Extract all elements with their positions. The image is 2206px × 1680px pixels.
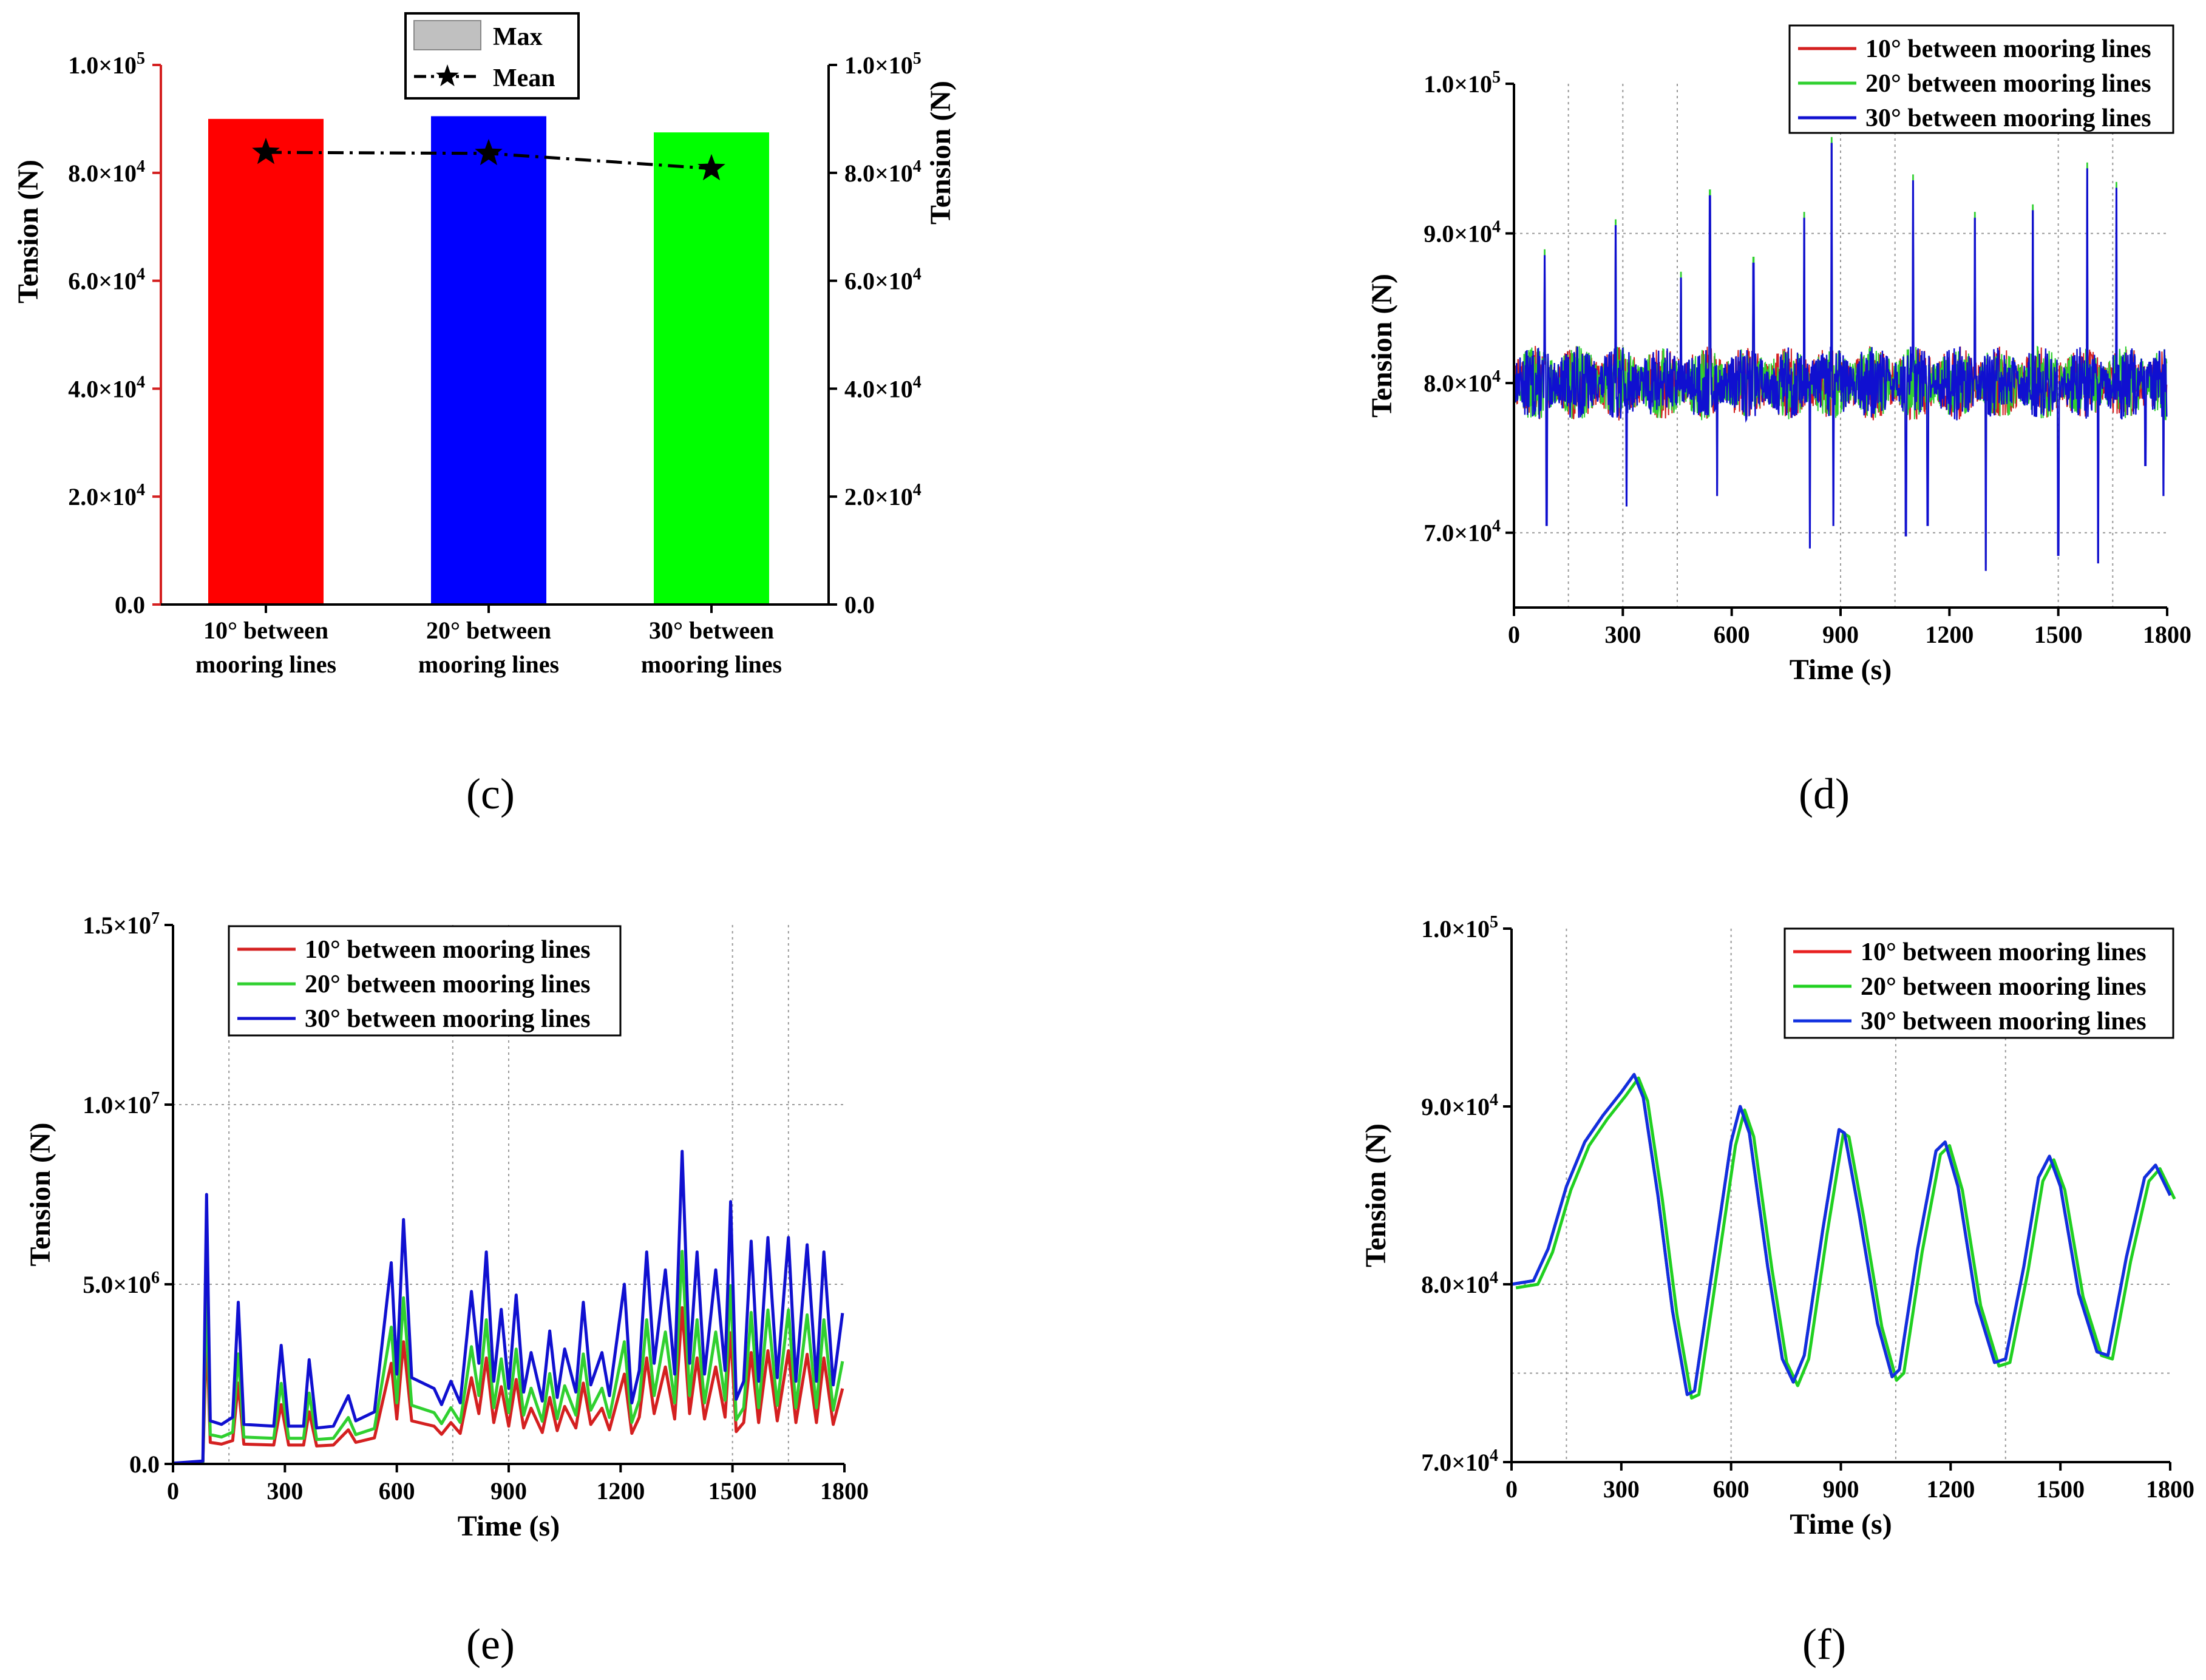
left-tick-label: 1.0×105 — [68, 49, 145, 79]
legend-mean-label: Mean — [493, 64, 555, 92]
left-tick-label: 2.0×104 — [68, 481, 145, 510]
y-axis-title: Tension (N) — [1360, 1123, 1392, 1267]
category-label-3: 30° between — [649, 617, 774, 644]
x-tick-label: 1500 — [2036, 1475, 2085, 1503]
category-label-2: mooring lines — [418, 651, 559, 678]
series-line-1 — [172, 1306, 844, 1465]
y-tick-label: 0.0 — [129, 1451, 160, 1478]
right-tick-label: 2.0×104 — [844, 481, 921, 510]
y-tick-label: 1.5×107 — [83, 909, 160, 939]
right-tick-label: 6.0×104 — [844, 265, 921, 295]
bar-max-2 — [431, 116, 546, 605]
x-tick-label: 600 — [1713, 1475, 1750, 1503]
y-axis-title: Tension (N) — [24, 1123, 56, 1267]
y-tick-label: 9.0×104 — [1424, 218, 1501, 248]
series-line-2 — [172, 1250, 844, 1465]
y-tick-label: 5.0×106 — [83, 1268, 160, 1298]
x-tick-label: 300 — [1604, 621, 1641, 648]
y-tick-label: 1.0×107 — [83, 1089, 160, 1119]
x-tick-label: 300 — [266, 1477, 303, 1505]
y-tick-label: 7.0×104 — [1421, 1446, 1498, 1476]
x-tick-label: 1200 — [1926, 1475, 1975, 1503]
y-axis-title: Tension (N) — [1366, 274, 1398, 418]
y-tick-label: 8.0×104 — [1424, 367, 1501, 397]
x-tick-label: 1800 — [820, 1477, 869, 1505]
mean-star-1 — [252, 138, 280, 164]
left-tick-label: 8.0×104 — [68, 157, 145, 187]
left-tick-label: 0.0 — [115, 591, 145, 618]
legend-max-swatch — [413, 20, 481, 50]
x-tick-label: 900 — [1822, 621, 1859, 648]
x-tick-label: 0 — [167, 1477, 179, 1505]
x-tick-label: 600 — [379, 1477, 415, 1505]
legend-label-3: 30° between mooring lines — [1861, 1008, 2147, 1035]
series-line-3 — [172, 1150, 844, 1465]
x-tick-label: 300 — [1603, 1475, 1640, 1503]
caption-d: (d) — [1799, 770, 1850, 818]
bar-max-3 — [654, 132, 769, 605]
legend-label-1: 10° between mooring lines — [1861, 938, 2147, 966]
right-tick-label: 4.0×104 — [844, 373, 921, 402]
category-label-2: 20° between — [426, 617, 551, 644]
y-tick-label: 1.0×105 — [1424, 68, 1501, 98]
chart-e-time-series: 0 300 600 900 1200 1500 1800 0.0 5.0×106 1.0×107 1… — [24, 909, 869, 1542]
x-tick-label: 1500 — [2034, 621, 2083, 648]
legend-mean-star — [435, 64, 460, 87]
x-tick-label: 1500 — [708, 1477, 757, 1505]
x-axis-title: Time (s) — [1790, 654, 1892, 686]
x-axis-title: Time (s) — [1790, 1508, 1892, 1540]
legend-label-3: 30° between mooring lines — [305, 1005, 591, 1033]
chart-d-time-series: 0 300 600 900 1200 1500 1800 7.0×104 8.0×104 9.0×… — [1366, 24, 2191, 686]
legend-label-3: 30° between mooring lines — [1865, 104, 2151, 132]
category-label-1: mooring lines — [195, 651, 336, 678]
x-tick-label: 1200 — [1925, 621, 1974, 648]
x-tick-label: 600 — [1714, 621, 1750, 648]
x-tick-label: 0 — [1505, 1475, 1518, 1503]
y-tick-label: 8.0×104 — [1421, 1268, 1498, 1298]
right-tick-label: 0.0 — [844, 591, 875, 618]
series-line-3 — [1511, 1072, 2172, 1397]
left-axis-title: Tension (N) — [12, 160, 44, 303]
left-tick-label: 6.0×104 — [68, 265, 145, 295]
series-line-3 — [1513, 143, 2168, 571]
x-tick-label: 1800 — [2146, 1475, 2194, 1503]
caption-f: (f) — [1802, 1620, 1846, 1668]
x-tick-label: 1200 — [596, 1477, 645, 1505]
chart-c-max-mean-bars: 0.0 0.0 2.0×104 2.0×104 4.0×104 4.0×104 6.0×10… — [12, 12, 957, 678]
bar-max-1 — [208, 118, 324, 605]
legend-box — [1788, 24, 2174, 134]
mean-star-2 — [475, 138, 503, 166]
right-axis-title: Tension (N) — [925, 81, 957, 225]
chart-f-time-series: 0 300 600 900 1200 1500 1800 7.0×104 8.0×104 9.0×… — [1360, 913, 2194, 1540]
x-tick-label: 1800 — [2143, 621, 2191, 648]
x-tick-label: 0 — [1508, 621, 1520, 648]
mean-star-3 — [697, 154, 725, 181]
y-tick-label: 7.0×104 — [1424, 517, 1501, 547]
legend-label-1: 10° between mooring lines — [1865, 35, 2151, 63]
caption-c: (c) — [466, 770, 515, 818]
x-tick-label: 900 — [490, 1477, 527, 1505]
category-label-1: 10° between — [203, 617, 328, 644]
right-tick-label: 1.0×105 — [844, 49, 921, 79]
caption-e: (e) — [466, 1620, 515, 1668]
legend-label-2: 20° between mooring lines — [1865, 70, 2151, 98]
legend-label-2: 20° between mooring lines — [305, 970, 591, 998]
right-tick-label: 8.0×104 — [844, 157, 921, 187]
left-tick-label: 4.0×104 — [68, 373, 145, 402]
legend-label-2: 20° between mooring lines — [1861, 973, 2147, 1001]
y-tick-label: 1.0×105 — [1421, 913, 1498, 943]
category-label-3: mooring lines — [641, 651, 782, 678]
legend-label-1: 10° between mooring lines — [305, 936, 591, 964]
y-tick-label: 9.0×104 — [1421, 1091, 1498, 1120]
x-axis-title: Time (s) — [458, 1510, 560, 1542]
x-tick-label: 900 — [1823, 1475, 1859, 1503]
legend-max-label: Max — [493, 23, 543, 51]
